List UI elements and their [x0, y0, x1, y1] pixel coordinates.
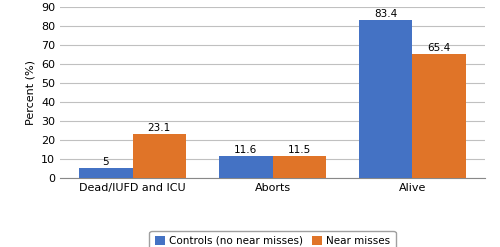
Bar	[80, 168, 132, 178]
Bar	[272, 156, 326, 178]
Text: 83.4: 83.4	[374, 9, 398, 19]
Bar	[220, 156, 272, 178]
Text: 11.5: 11.5	[288, 145, 310, 155]
Bar	[132, 134, 186, 178]
Text: 11.6: 11.6	[234, 145, 258, 155]
Text: 65.4: 65.4	[428, 43, 450, 53]
Text: 5: 5	[102, 157, 109, 167]
Y-axis label: Percent (%): Percent (%)	[26, 60, 36, 125]
Bar	[412, 54, 466, 178]
Bar	[360, 20, 412, 178]
Text: 23.1: 23.1	[148, 123, 171, 133]
Legend: Controls (no near misses), Near misses: Controls (no near misses), Near misses	[150, 231, 396, 247]
